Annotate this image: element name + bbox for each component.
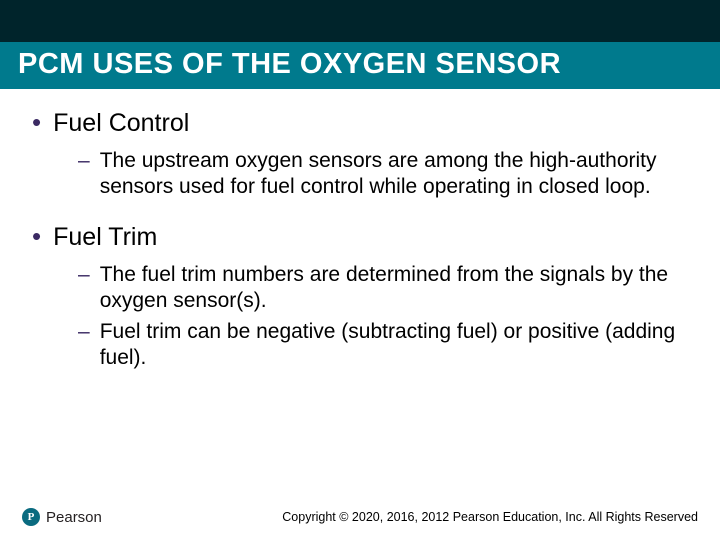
slide-footer: P Pearson Copyright © 2020, 2016, 2012 P… xyxy=(0,508,720,526)
bullet2-text: The fuel trim numbers are determined fro… xyxy=(100,262,680,313)
bullet-dot-icon: • xyxy=(32,109,41,135)
bullet-level1: • Fuel Trim xyxy=(30,223,690,252)
copyright-text: Copyright © 2020, 2016, 2012 Pearson Edu… xyxy=(282,510,698,524)
bullet2-text: The upstream oxygen sensors are among th… xyxy=(100,148,680,199)
slide-content: • Fuel Control – The upstream oxygen sen… xyxy=(0,89,720,371)
bullet-dot-icon: • xyxy=(32,223,41,249)
bullet-dash-icon: – xyxy=(78,319,90,344)
bullet-level2: – The upstream oxygen sensors are among … xyxy=(78,148,680,199)
bullet-level2: – The fuel trim numbers are determined f… xyxy=(78,262,680,313)
logo-mark-letter: P xyxy=(28,511,35,523)
bullet-dash-icon: – xyxy=(78,148,90,173)
slide-title: PCM USES OF THE OXYGEN SENSOR xyxy=(18,48,702,81)
header-dark-band xyxy=(0,0,720,42)
bullet-dash-icon: – xyxy=(78,262,90,287)
publisher-logo: P Pearson xyxy=(22,508,102,526)
logo-brand-text: Pearson xyxy=(46,509,102,526)
bullet1-text: Fuel Trim xyxy=(53,223,157,252)
bullet2-text: Fuel trim can be negative (subtracting f… xyxy=(100,319,680,370)
logo-mark-icon: P xyxy=(22,508,40,526)
title-band: PCM USES OF THE OXYGEN SENSOR xyxy=(0,42,720,89)
bullet1-text: Fuel Control xyxy=(53,109,189,138)
spacer xyxy=(30,205,690,217)
bullet-level1: • Fuel Control xyxy=(30,109,690,138)
bullet-level2: – Fuel trim can be negative (subtracting… xyxy=(78,319,680,370)
